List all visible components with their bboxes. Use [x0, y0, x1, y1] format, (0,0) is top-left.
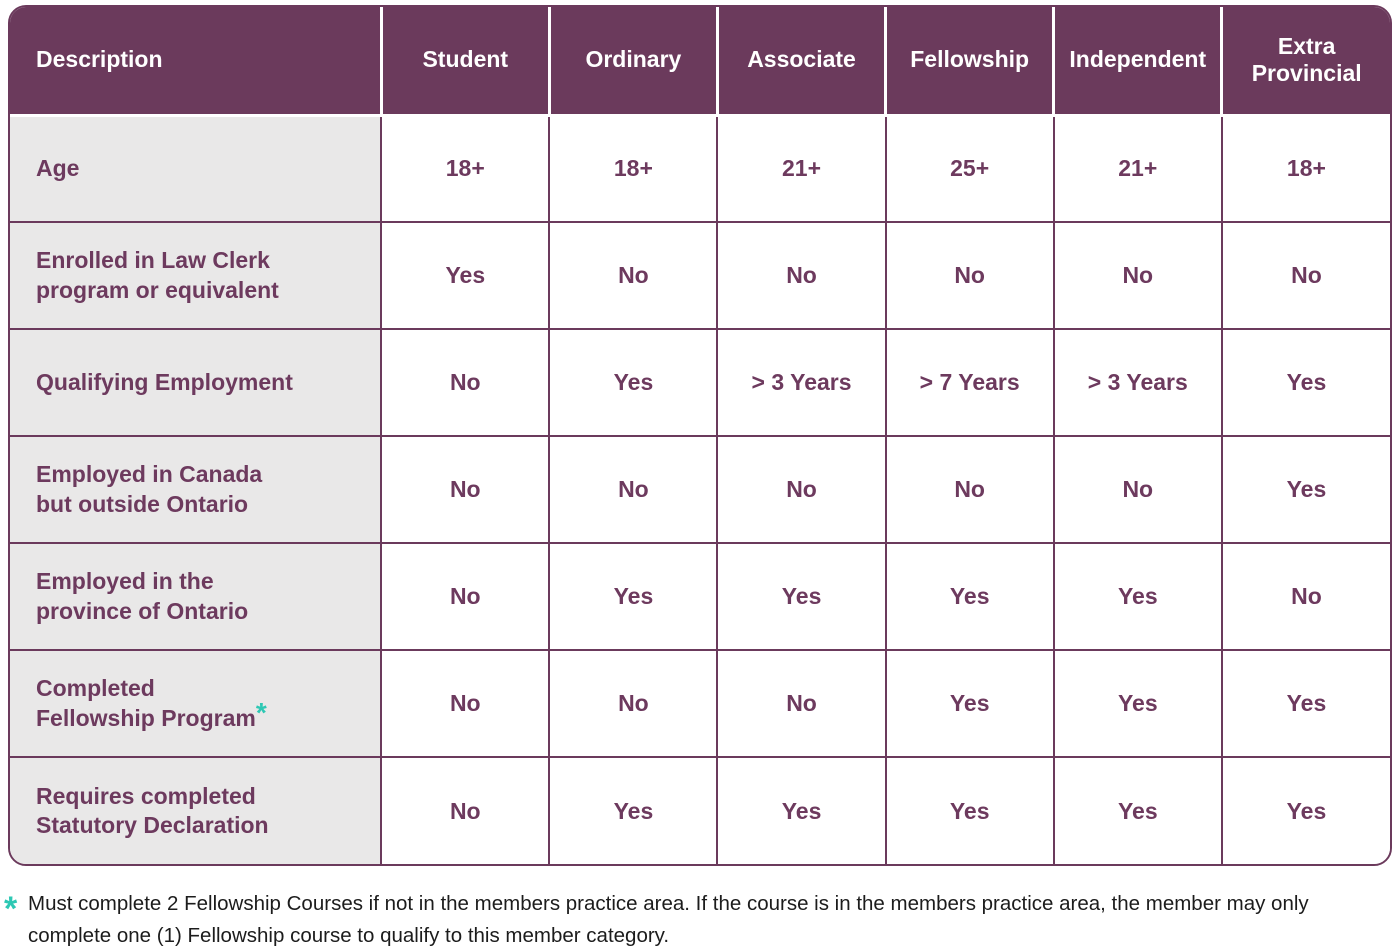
table-cell: Yes — [716, 542, 887, 651]
table-cell: > 7 Years — [884, 328, 1055, 437]
fellowship-footnote-asterisk: * — [255, 696, 267, 728]
table-cell: No — [1220, 542, 1390, 651]
table-cell: No — [380, 542, 551, 651]
row-label: Enrolled in Law Clerk program or equival… — [10, 221, 383, 330]
header-row: Description Student Ordinary Associate F… — [10, 7, 1390, 117]
table-cell: No — [716, 435, 887, 544]
table-cell: Yes — [1220, 328, 1390, 437]
column-header-associate: Associate — [715, 7, 886, 117]
table-row-law-clerk: Enrolled in Law Clerk program or equival… — [10, 221, 1390, 330]
table-cell: Yes — [380, 221, 551, 330]
table-cell: Yes — [548, 542, 719, 651]
row-label-text: Employed in Canada but outside Ontario — [36, 461, 263, 517]
table-cell: Yes — [716, 756, 887, 864]
column-header-description: Description — [10, 7, 382, 117]
row-label-text: Requires completed Statutory Declaration — [36, 782, 269, 838]
table-cell: No — [1052, 435, 1223, 544]
membership-comparison-table: Description Student Ordinary Associate F… — [8, 5, 1392, 866]
table-cell: Yes — [1220, 435, 1390, 544]
table-row-completed-fellowship: Completed Fellowship Program* No No No Y… — [10, 649, 1390, 758]
table-cell: No — [548, 435, 719, 544]
row-label: Age — [10, 114, 383, 223]
table-cell: > 3 Years — [1052, 328, 1223, 437]
table-cell: No — [380, 649, 551, 758]
column-header-fellowship: Fellowship — [884, 7, 1054, 117]
column-header-independent: Independent — [1052, 7, 1222, 117]
table-cell: No — [884, 435, 1055, 544]
row-label-text: Enrolled in Law Clerk program or equival… — [36, 247, 279, 303]
table-cell: No — [716, 649, 887, 758]
table-row-employed-outside-ontario: Employed in Canada but outside Ontario N… — [10, 435, 1390, 544]
table-cell: No — [380, 328, 551, 437]
row-label: Requires completed Statutory Declaration — [10, 756, 383, 864]
column-header-student: Student — [379, 7, 550, 117]
table-cell: Yes — [1220, 756, 1390, 864]
column-header-extra-provincial: Extra Provincial — [1220, 7, 1390, 117]
footnote-text: Must complete 2 Fellowship Courses if no… — [28, 892, 1309, 947]
table-cell: Yes — [884, 542, 1055, 651]
table-cell: Yes — [1052, 756, 1223, 864]
table-cell: Yes — [1052, 542, 1223, 651]
table-cell: No — [716, 221, 887, 330]
table-cell: Yes — [548, 756, 719, 864]
table-cell: No — [380, 756, 551, 864]
table-cell: No — [884, 221, 1055, 330]
row-label-text: Completed Fellowship Program — [36, 675, 256, 731]
table-cell: No — [380, 435, 551, 544]
comparison-table: Description Student Ordinary Associate F… — [10, 7, 1390, 864]
table-cell: Yes — [884, 756, 1055, 864]
table-row-employed-in-ontario: Employed in the province of Ontario No Y… — [10, 542, 1390, 651]
footnote: * Must complete 2 Fellowship Courses if … — [4, 888, 1396, 952]
row-label: Completed Fellowship Program* — [10, 649, 383, 758]
table-cell: No — [548, 221, 719, 330]
table-cell: 21+ — [1052, 114, 1223, 223]
table-row-statutory-declaration: Requires completed Statutory Declaration… — [10, 756, 1390, 864]
column-header-ordinary: Ordinary — [547, 7, 718, 117]
table-cell: Yes — [884, 649, 1055, 758]
table-cell: Yes — [548, 328, 719, 437]
table-cell: 21+ — [716, 114, 887, 223]
table-cell: No — [548, 649, 719, 758]
table-cell: 18+ — [380, 114, 551, 223]
row-label: Employed in Canada but outside Ontario — [10, 435, 383, 544]
table-cell: 18+ — [548, 114, 719, 223]
table-row-age: Age 18+ 18+ 21+ 25+ 21+ 18+ — [10, 114, 1390, 223]
row-label: Employed in the province of Ontario — [10, 542, 383, 651]
table-row-qualifying-employment: Qualifying Employment No Yes > 3 Years >… — [10, 328, 1390, 437]
table-cell: Yes — [1220, 649, 1390, 758]
row-label-text: Qualifying Employment — [36, 368, 293, 395]
table-cell: No — [1052, 221, 1223, 330]
row-label-text: Employed in the province of Ontario — [36, 568, 249, 624]
footnote-asterisk-icon: * — [4, 890, 18, 928]
table-cell: 25+ — [884, 114, 1055, 223]
table-cell: No — [1220, 221, 1390, 330]
row-label-text: Age — [36, 155, 80, 182]
table-cell: 18+ — [1220, 114, 1390, 223]
table-cell: > 3 Years — [716, 328, 887, 437]
row-label: Qualifying Employment — [10, 328, 383, 437]
table-cell: Yes — [1052, 649, 1223, 758]
